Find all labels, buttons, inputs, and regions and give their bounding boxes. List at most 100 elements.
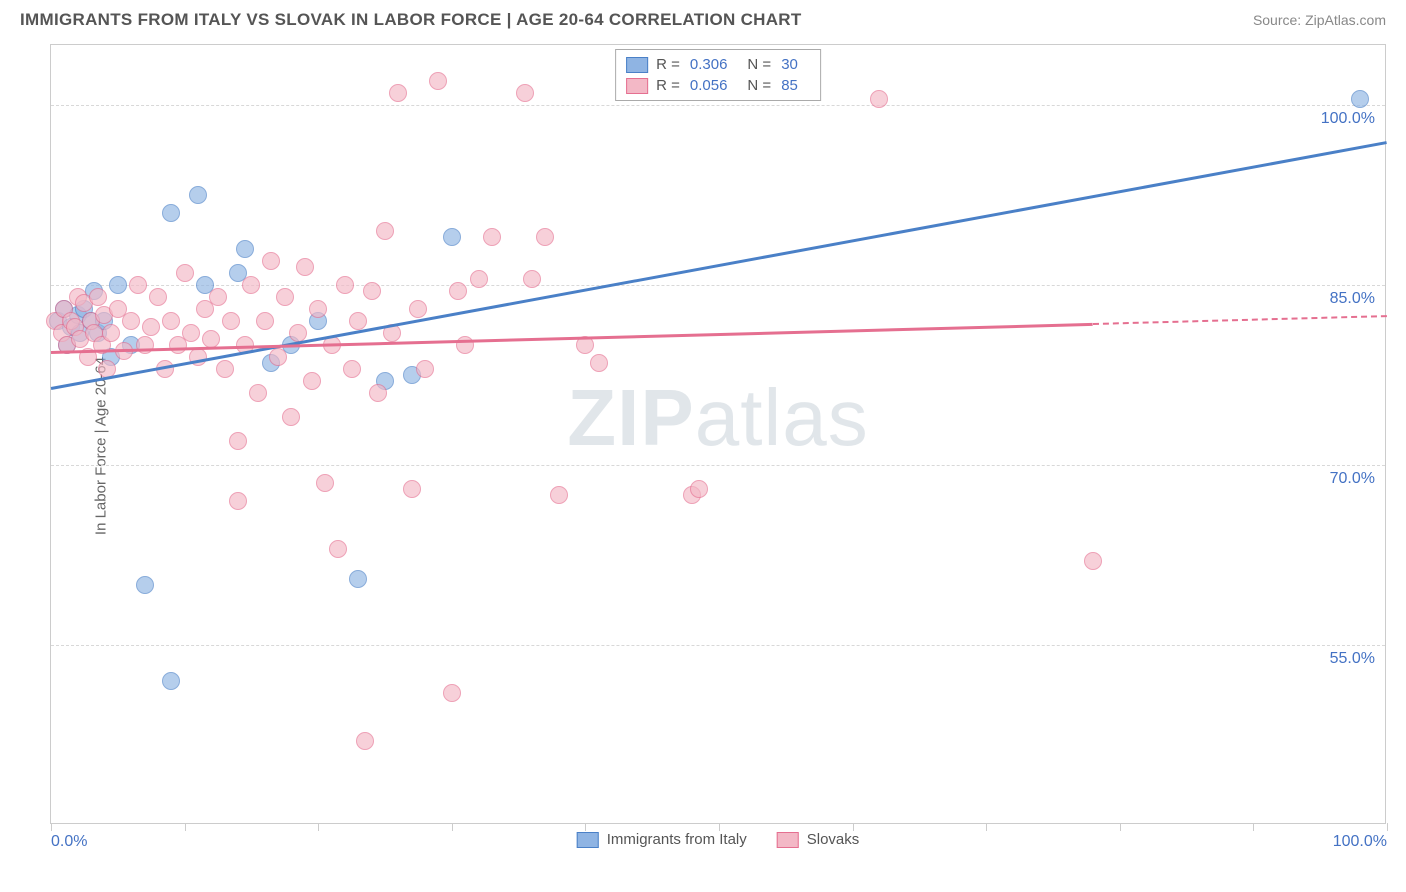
watermark: ZIPatlas (567, 372, 868, 464)
data-point (309, 300, 327, 318)
scatter-chart: ZIPatlas 55.0%70.0%85.0%100.0%0.0%100.0%… (50, 44, 1386, 824)
legend-label: Slovaks (807, 831, 860, 848)
x-tick (585, 823, 586, 831)
watermark-zip: ZIP (567, 373, 694, 462)
data-point (182, 324, 200, 342)
x-tick (719, 823, 720, 831)
data-point (262, 252, 280, 270)
data-point (483, 228, 501, 246)
data-point (369, 384, 387, 402)
data-point (329, 540, 347, 558)
data-point (343, 360, 361, 378)
data-point (690, 480, 708, 498)
data-point (276, 288, 294, 306)
y-tick-label: 70.0% (1330, 470, 1375, 488)
data-point (89, 288, 107, 306)
data-point (403, 480, 421, 498)
data-point (149, 288, 167, 306)
y-tick-label: 85.0% (1330, 290, 1375, 308)
data-point (162, 312, 180, 330)
data-point (516, 84, 534, 102)
data-point (249, 384, 267, 402)
data-point (229, 432, 247, 450)
data-point (176, 264, 194, 282)
data-point (363, 282, 381, 300)
data-point (449, 282, 467, 300)
legend-swatch (777, 832, 799, 848)
data-point (1351, 90, 1369, 108)
trend-line-dashed (1093, 315, 1387, 325)
data-point (349, 312, 367, 330)
data-point (242, 276, 260, 294)
data-point (229, 492, 247, 510)
legend-row: R =0.056N =85 (626, 75, 810, 96)
data-point (416, 360, 434, 378)
data-point (870, 90, 888, 108)
trend-line (51, 141, 1387, 389)
data-point (376, 222, 394, 240)
x-tick (185, 823, 186, 831)
y-tick-label: 55.0% (1330, 650, 1375, 668)
data-point (102, 324, 120, 342)
x-tick (51, 823, 52, 831)
data-point (129, 276, 147, 294)
data-point (1084, 552, 1102, 570)
data-point (236, 240, 254, 258)
chart-header: IMMIGRANTS FROM ITALY VS SLOVAK IN LABOR… (0, 0, 1406, 34)
data-point (536, 228, 554, 246)
data-point (136, 336, 154, 354)
source-label: Source: ZipAtlas.com (1253, 12, 1386, 28)
data-point (356, 732, 374, 750)
x-tick-label: 100.0% (1333, 833, 1387, 851)
data-point (256, 312, 274, 330)
data-point (142, 318, 160, 336)
y-tick-label: 100.0% (1321, 110, 1375, 128)
legend-series: Immigrants from Italy Slovaks (577, 831, 860, 848)
legend-swatch (626, 78, 648, 94)
data-point (316, 474, 334, 492)
data-point (282, 408, 300, 426)
data-point (336, 276, 354, 294)
legend-stats: R =0.306N =30R =0.056N =85 (615, 49, 821, 101)
data-point (162, 672, 180, 690)
data-point (429, 72, 447, 90)
chart-title: IMMIGRANTS FROM ITALY VS SLOVAK IN LABOR… (20, 10, 802, 30)
data-point (590, 354, 608, 372)
data-point (296, 258, 314, 276)
data-point (222, 312, 240, 330)
data-point (409, 300, 427, 318)
data-point (349, 570, 367, 588)
gridline (51, 105, 1385, 106)
x-tick-label: 0.0% (51, 833, 87, 851)
data-point (136, 576, 154, 594)
data-point (443, 228, 461, 246)
data-point (122, 312, 140, 330)
data-point (443, 684, 461, 702)
data-point (216, 360, 234, 378)
x-tick (1387, 823, 1388, 831)
legend-item: Slovaks (777, 831, 860, 848)
data-point (303, 372, 321, 390)
data-point (389, 84, 407, 102)
gridline (51, 645, 1385, 646)
gridline (51, 465, 1385, 466)
legend-row: R =0.306N =30 (626, 54, 810, 75)
x-tick (853, 823, 854, 831)
legend-swatch (626, 57, 648, 73)
x-tick (1120, 823, 1121, 831)
watermark-atlas: atlas (695, 373, 869, 462)
legend-swatch (577, 832, 599, 848)
x-tick (986, 823, 987, 831)
data-point (470, 270, 488, 288)
data-point (523, 270, 541, 288)
x-tick (1253, 823, 1254, 831)
legend-item: Immigrants from Italy (577, 831, 747, 848)
data-point (109, 276, 127, 294)
data-point (209, 288, 227, 306)
x-tick (318, 823, 319, 831)
x-tick (452, 823, 453, 831)
data-point (189, 186, 207, 204)
legend-label: Immigrants from Italy (607, 831, 747, 848)
data-point (162, 204, 180, 222)
data-point (269, 348, 287, 366)
